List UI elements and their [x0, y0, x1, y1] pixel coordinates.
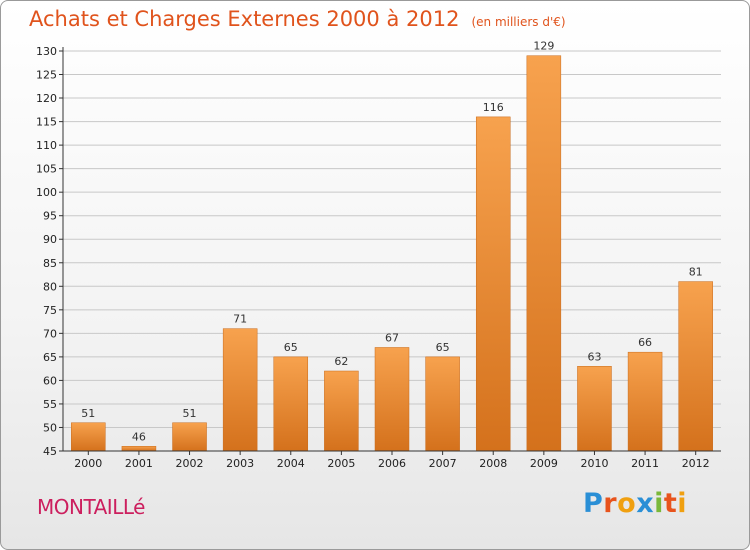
- bar-2008: [475, 116, 511, 452]
- logo-letter: P: [583, 488, 604, 519]
- y-tick-label: 70: [43, 327, 57, 340]
- proxiti-logo: Proxiti: [583, 488, 687, 519]
- bar-2012: [678, 281, 713, 452]
- data-label: 46: [132, 430, 146, 443]
- y-tick-label: 55: [43, 398, 57, 411]
- y-tick-label: 130: [36, 45, 57, 58]
- y-tick-label: 115: [36, 116, 57, 129]
- data-label: 65: [436, 341, 450, 354]
- data-label: 63: [587, 350, 601, 363]
- bar-2003: [222, 328, 258, 452]
- y-tick-label: 95: [43, 210, 57, 223]
- chart-title: Achats et Charges Externes 2000 à 2012 (e…: [29, 7, 566, 31]
- y-tick-label: 100: [36, 186, 57, 199]
- x-tick-label: 2009: [530, 457, 558, 470]
- bar-2011: [627, 351, 663, 452]
- data-label: 51: [183, 407, 197, 420]
- logo-letter: i: [677, 488, 688, 519]
- bar-2010: [577, 366, 612, 452]
- bar-2001: [121, 446, 157, 452]
- data-label: 129: [533, 40, 554, 53]
- x-tick-label: 2001: [125, 457, 153, 470]
- data-label: 71: [233, 313, 247, 326]
- y-tick-label: 90: [43, 233, 57, 246]
- x-tick-label: 2011: [631, 457, 659, 470]
- x-tick-label: 2002: [176, 457, 204, 470]
- data-label: 66: [638, 336, 652, 349]
- y-tick-label: 105: [36, 163, 57, 176]
- axes: 45 50 55 60 65 70 75 80 85 90 95 100 105 110 115 120 125…: [36, 45, 721, 470]
- x-tick-label: 2005: [327, 457, 355, 470]
- data-label: 62: [334, 355, 348, 368]
- logo-letter: t: [663, 488, 678, 519]
- bar-2004: [273, 356, 309, 452]
- bars: [71, 55, 713, 452]
- x-tick-label: 2003: [226, 457, 254, 470]
- x-tick-label: 2000: [74, 457, 102, 470]
- y-tick-label: 125: [36, 69, 57, 82]
- bar-2000: [71, 422, 106, 452]
- bar-2005: [324, 370, 359, 452]
- bar-2009: [526, 55, 562, 452]
- x-tick-label: 2004: [277, 457, 305, 470]
- logo-letter: o: [617, 488, 637, 519]
- data-label: 51: [81, 407, 95, 420]
- data-label: 116: [483, 101, 504, 114]
- y-tick-label: 65: [43, 351, 57, 364]
- y-tick-label: 45: [43, 445, 57, 458]
- data-labels: 51 46 51 71 65 62 67 65 116 129 63 66 81: [81, 40, 702, 444]
- x-tick-label: 2006: [378, 457, 406, 470]
- bar-2007: [425, 356, 460, 452]
- y-tick-label: 80: [43, 280, 57, 293]
- chart-subtitle: (en milliers d'€): [471, 15, 566, 29]
- x-tick-label: 2010: [580, 457, 608, 470]
- logo-letter: x: [636, 488, 655, 519]
- logo-letter: r: [603, 488, 618, 519]
- x-tick-label: 2007: [429, 457, 457, 470]
- bar-2006: [374, 347, 410, 452]
- data-label: 65: [284, 341, 298, 354]
- town-name: MONTAILLé: [37, 495, 145, 519]
- data-label: 81: [689, 266, 703, 279]
- y-tick-label: 85: [43, 257, 57, 270]
- y-tick-label: 110: [36, 139, 57, 152]
- y-tick-label: 120: [36, 92, 57, 105]
- logo-letter: i: [654, 488, 664, 519]
- data-label: 67: [385, 331, 399, 344]
- x-tick-label: 2008: [479, 457, 507, 470]
- y-tick-label: 60: [43, 374, 57, 387]
- x-tick-label: 2012: [682, 457, 710, 470]
- chart-title-text: Achats et Charges Externes 2000 à 2012: [29, 7, 460, 31]
- y-tick-label: 75: [43, 304, 57, 317]
- bar-2002: [172, 422, 207, 452]
- y-tick-label: 50: [43, 421, 57, 434]
